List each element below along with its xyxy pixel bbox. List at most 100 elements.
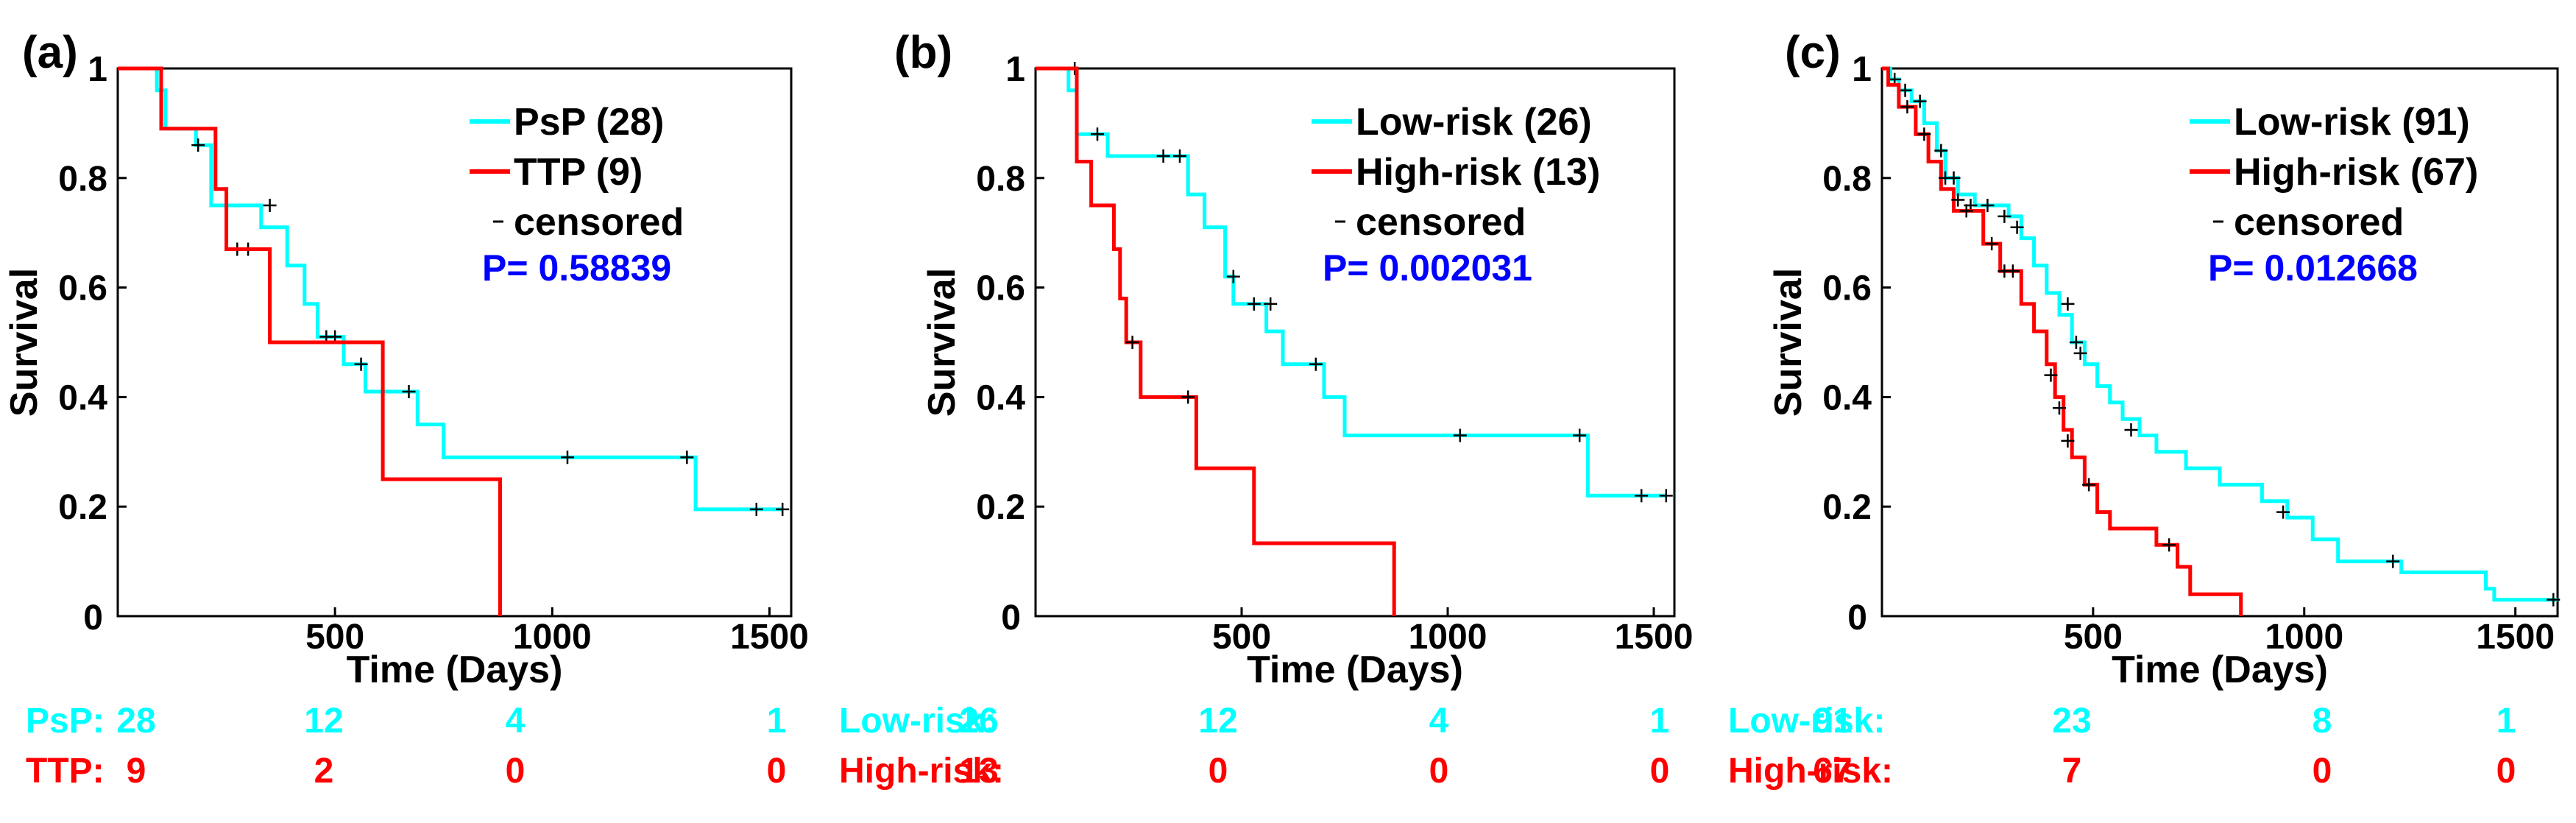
censor-mark bbox=[1125, 336, 1139, 349]
censor-mark bbox=[1264, 297, 1278, 311]
censor-mark bbox=[2010, 220, 2024, 234]
censor-mark bbox=[1635, 489, 1649, 503]
plot-frame bbox=[116, 67, 793, 618]
y-tick-label: 1 bbox=[88, 50, 107, 89]
censor-mark bbox=[1951, 193, 1965, 207]
y-tick-label: 0.6 bbox=[1822, 269, 1872, 308]
censor-mark bbox=[1898, 83, 1912, 97]
risk-table-count: 26 bbox=[959, 702, 998, 741]
y-tick-label: 0.4 bbox=[976, 378, 1025, 417]
panel-label: (c) bbox=[1785, 27, 1841, 78]
censor-mark bbox=[2124, 423, 2138, 437]
risk-table-count: 67 bbox=[1813, 752, 1852, 791]
legend-label: Low-risk (91) bbox=[2234, 101, 2470, 144]
y-tick-label: 0.8 bbox=[58, 160, 107, 199]
censor-mark bbox=[1939, 171, 1953, 185]
legend-label: TTP (9) bbox=[514, 151, 643, 194]
plot-frame bbox=[1034, 67, 1676, 618]
y-tick-label: 0.2 bbox=[1822, 488, 1872, 527]
y-axis-label: Survival bbox=[1767, 268, 1810, 417]
legend-censored-label: censored bbox=[2234, 201, 2404, 244]
survival-curve-cyan bbox=[118, 66, 783, 512]
survival-curve-red bbox=[1036, 66, 1396, 616]
censor-mark bbox=[2073, 346, 2087, 360]
legend-label: High-risk (13) bbox=[1356, 151, 1600, 194]
censor-mark bbox=[2547, 593, 2561, 607]
legend-censored-label: censored bbox=[1356, 201, 1526, 244]
censor-mark bbox=[1309, 357, 1323, 371]
risk-table-count: 4 bbox=[506, 702, 526, 741]
censor-mark bbox=[1226, 269, 1240, 283]
risk-table-label: High-risk: bbox=[1728, 752, 1893, 791]
x-axis-label: Time (Days) bbox=[1247, 649, 1463, 691]
y-tick-label: 0.4 bbox=[1822, 378, 1872, 417]
risk-table-count: 9 bbox=[127, 752, 146, 791]
y-tick-label: 0.8 bbox=[1822, 160, 1872, 199]
x-tick-label: 1500 bbox=[2476, 618, 2555, 657]
p-value: P= 0.012668 bbox=[2208, 247, 2418, 289]
risk-table-label: PsP: bbox=[26, 702, 105, 741]
risk-table-count: 12 bbox=[304, 702, 343, 741]
censor-mark bbox=[1934, 144, 1948, 158]
y-tick-label: 0.4 bbox=[58, 378, 107, 417]
risk-table-label: Low-risk: bbox=[839, 702, 996, 741]
x-tick-label: 1500 bbox=[730, 618, 809, 657]
risk-table-count: 1 bbox=[767, 702, 787, 741]
risk-table-count: 1 bbox=[1650, 702, 1670, 741]
risk-table-count: 12 bbox=[1198, 702, 1237, 741]
risk-table-count: 0 bbox=[1209, 752, 1228, 791]
censor-mark bbox=[191, 138, 205, 152]
risk-table-count: 0 bbox=[1650, 752, 1670, 791]
y-tick-label: 1 bbox=[1852, 50, 1872, 89]
y-axis-label: Survival bbox=[921, 268, 963, 417]
censor-mark bbox=[1985, 237, 1999, 251]
y-tick-label: 0.6 bbox=[58, 269, 107, 308]
censor-mark bbox=[1247, 297, 1261, 311]
censor-mark bbox=[1917, 127, 1931, 141]
panel-label: (a) bbox=[22, 27, 78, 78]
x-tick-label: 1000 bbox=[2265, 618, 2343, 657]
risk-table-count: 0 bbox=[767, 752, 787, 791]
risk-table-count: 8 bbox=[2313, 702, 2332, 741]
x-tick-label: 500 bbox=[1212, 618, 1271, 657]
risk-table-count: 0 bbox=[506, 752, 526, 791]
risk-table-count: 28 bbox=[116, 702, 155, 741]
censor-mark bbox=[749, 502, 763, 516]
panel-label: (b) bbox=[894, 27, 952, 78]
censor-mark bbox=[776, 502, 790, 516]
censor-mark bbox=[1900, 100, 1914, 114]
legend-censored-label: censored bbox=[514, 201, 684, 244]
x-axis-label: Time (Days) bbox=[2112, 649, 2328, 691]
censor-mark bbox=[1181, 390, 1195, 404]
x-tick-label: 500 bbox=[305, 618, 364, 657]
censor-mark bbox=[1156, 149, 1170, 163]
x-tick-label: 1000 bbox=[1409, 618, 1487, 657]
risk-table-count: 0 bbox=[1429, 752, 1449, 791]
risk-table-label: Low-risk: bbox=[1728, 702, 1885, 741]
censor-mark bbox=[402, 384, 416, 398]
censor-mark bbox=[1453, 428, 1467, 442]
risk-table-count: 7 bbox=[2062, 752, 2082, 791]
y-tick-label: 0.8 bbox=[976, 160, 1025, 199]
censor-mark bbox=[263, 199, 277, 212]
censor-mark bbox=[680, 451, 694, 465]
x-tick-label: 1500 bbox=[1615, 618, 1694, 657]
risk-table-label: TTP: bbox=[26, 752, 105, 791]
p-value: P= 0.58839 bbox=[482, 247, 671, 289]
censor-mark bbox=[354, 357, 368, 371]
censor-mark bbox=[2069, 336, 2083, 349]
y-axis-label: Survival bbox=[3, 268, 46, 417]
risk-table-count: 23 bbox=[2052, 702, 2091, 741]
risk-table-count: 2 bbox=[314, 752, 334, 791]
x-tick-label: 500 bbox=[2064, 618, 2123, 657]
origin-tick-label: 0 bbox=[1847, 598, 1867, 637]
y-tick-label: 0.2 bbox=[58, 488, 107, 527]
censor-mark bbox=[2162, 538, 2176, 552]
plot-frame bbox=[1880, 67, 2559, 618]
survival-curve-cyan bbox=[1882, 66, 2558, 602]
censor-mark bbox=[1998, 209, 2011, 223]
y-tick-label: 0.2 bbox=[976, 488, 1025, 527]
